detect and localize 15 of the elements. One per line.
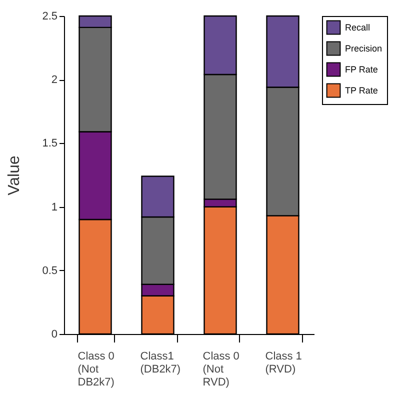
y-tick-label: 2 [51, 74, 58, 86]
x-tick-label: Class1 (DB2k7) [140, 350, 181, 376]
y-tick-label: 2.5 [42, 10, 58, 22]
y-tick-label: 0 [51, 328, 58, 340]
x-tick-label: Class 0 (Not DB2k7) [78, 350, 114, 388]
y-axis-title: Value [6, 156, 24, 196]
legend-label: Precision [345, 44, 382, 54]
y-tick-label: 0.5 [42, 264, 58, 277]
x-tick-label: Class 1 (RVD) [265, 350, 302, 376]
y-tick-label: 1.5 [42, 138, 58, 150]
y-tick-label: 1 [51, 201, 58, 214]
legend-label: FP Rate [345, 64, 378, 74]
x-tick-label: Class 0 (Not RVD) [202, 350, 240, 388]
legend-label: TP Rate [345, 86, 378, 96]
legend-label: Recall [345, 22, 370, 32]
